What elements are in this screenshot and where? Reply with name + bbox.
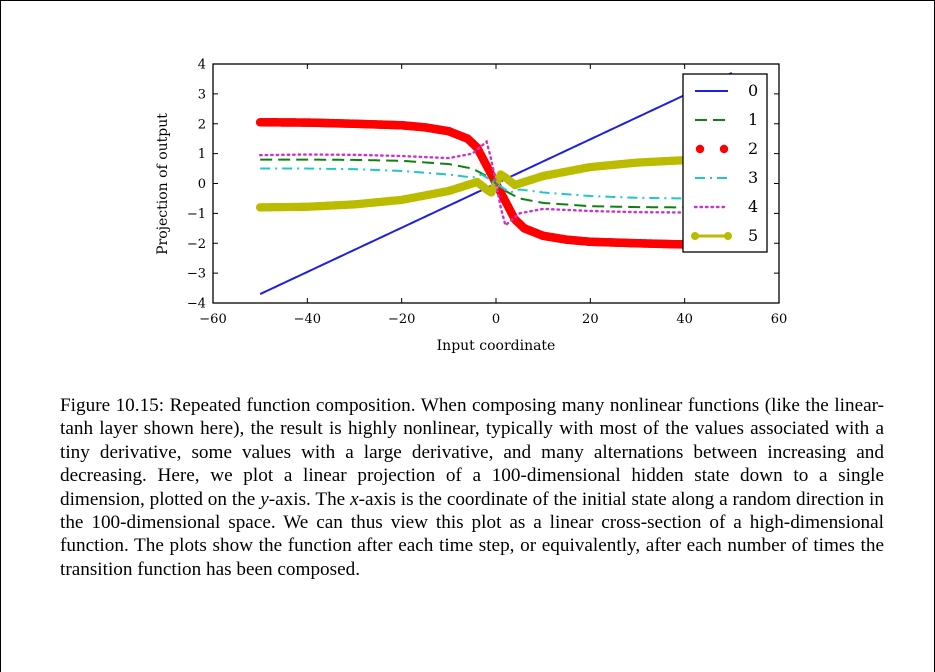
legend-item-3: 3 [695, 168, 758, 187]
y-tick-label: 0 [198, 177, 206, 192]
legend-item-1: 1 [695, 110, 758, 129]
x-tick-label: 40 [676, 312, 693, 327]
y-tick-label: −4 [187, 297, 206, 312]
legend-label: 5 [748, 226, 758, 245]
y-axis-label: Projection of output [155, 113, 171, 255]
legend: 0 1 2 3 4 5 [682, 73, 768, 253]
y-tick-label: 3 [198, 87, 206, 102]
legend-swatch-marker [724, 232, 732, 240]
x-tick-label: −40 [294, 312, 321, 327]
caption-text-3: -axis is the coordinate of the initial s… [60, 488, 884, 580]
figure-caption: Figure 10.15: Repeated function composit… [60, 394, 884, 581]
legend-label: 0 [748, 81, 758, 100]
legend-swatch [719, 144, 729, 154]
series-4-line [258, 139, 734, 228]
caption-var-y: y [260, 488, 269, 510]
y-tick-label: −2 [187, 237, 206, 252]
y-tick-label: −3 [187, 267, 206, 282]
legend-box [682, 73, 768, 253]
legend-item-4: 4 [693, 197, 758, 216]
x-tick-label: −20 [388, 312, 415, 327]
y-tick-label: 2 [198, 117, 206, 132]
x-tick-label: 20 [582, 312, 599, 327]
legend-item-2: 2 [695, 139, 758, 158]
series-4 [258, 139, 734, 228]
caption-text-2: -axis. The [268, 488, 351, 510]
legend-swatch [695, 144, 705, 154]
series-3 [260, 167, 732, 200]
legend-item-5: 5 [691, 226, 758, 245]
series-3-line [260, 167, 732, 200]
legend-swatch-marker [691, 232, 699, 240]
legend-label: 3 [748, 168, 758, 187]
x-axis-label: Input coordinate [437, 338, 556, 354]
legend-label: 2 [748, 139, 758, 158]
caption-text-1: Figure 10.15: Repeated function composit… [60, 395, 884, 510]
x-tick-label: −60 [199, 312, 226, 327]
y-tick-label: 4 [198, 58, 206, 73]
y-tick-label: −1 [187, 207, 206, 222]
series-2 [255, 117, 737, 250]
x-tick-label: 60 [771, 312, 788, 327]
legend-label: 4 [748, 197, 758, 216]
y-tick-label: 1 [198, 147, 206, 162]
legend-label: 1 [748, 110, 758, 129]
legend-item-0: 0 [695, 81, 758, 100]
caption-var-x: x [350, 488, 359, 510]
x-tick-label: 0 [492, 312, 500, 327]
